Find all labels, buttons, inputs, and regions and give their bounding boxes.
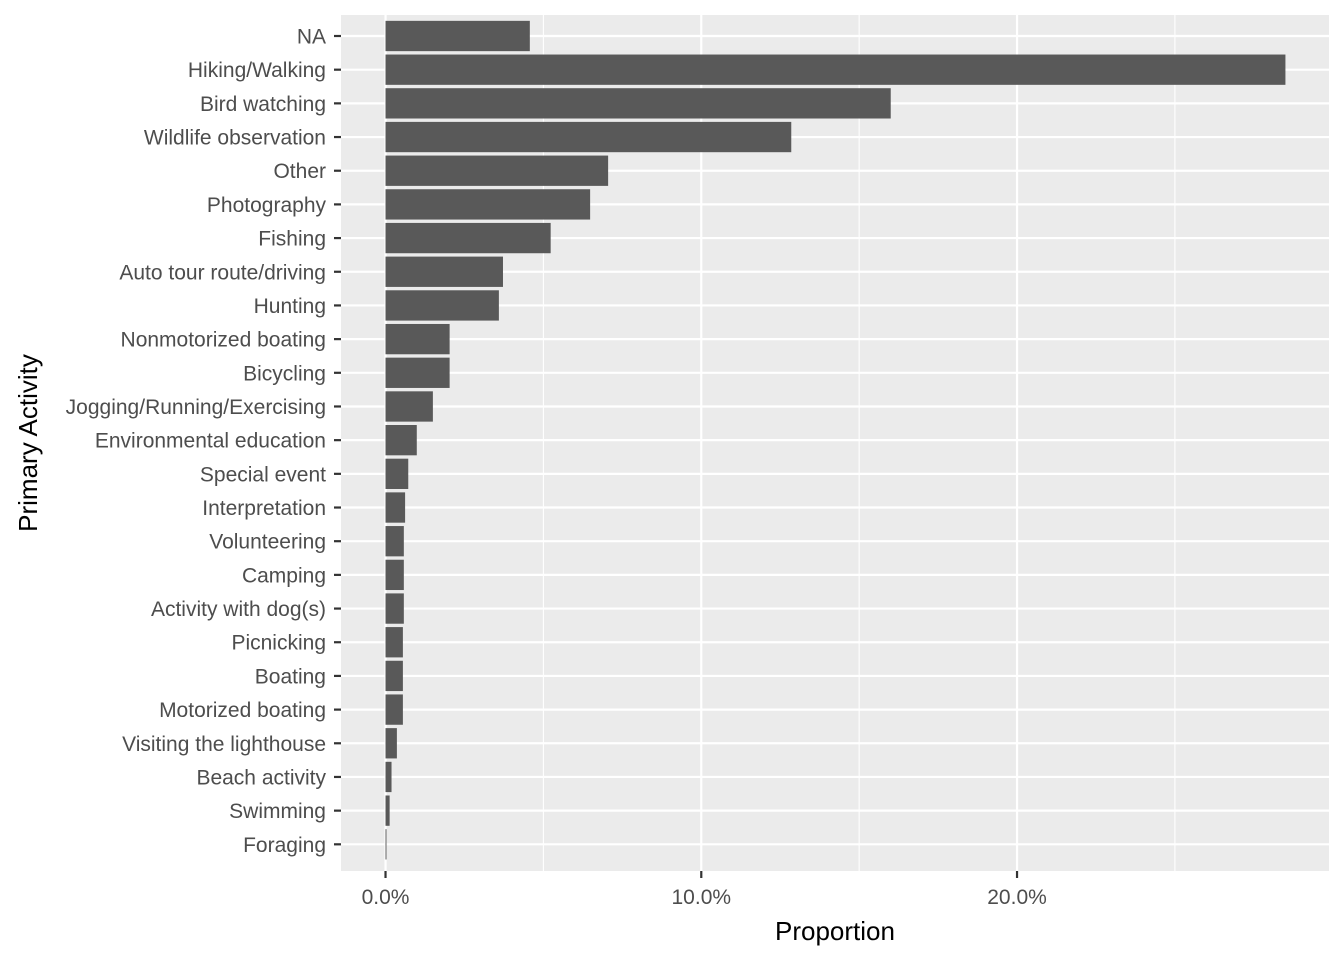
bar <box>385 795 390 826</box>
y-axis-title: Primary Activity <box>13 354 43 532</box>
x-tick-label: 0.0% <box>362 886 410 909</box>
bar <box>385 425 417 456</box>
bar <box>385 559 404 591</box>
bar <box>385 391 433 422</box>
y-tick-label: Bird watching <box>200 93 326 116</box>
y-tick-label: Hunting <box>254 295 326 318</box>
y-tick-label: Auto tour route/driving <box>119 261 326 284</box>
y-tick-label: NA <box>297 26 326 49</box>
y-tick-label: Wildlife observation <box>144 127 326 150</box>
y-tick-label: Interpretation <box>202 497 326 520</box>
y-tick-label: Visiting the lighthouse <box>122 733 326 756</box>
bar <box>385 189 591 220</box>
bar <box>385 492 406 523</box>
y-tick-label: Special event <box>200 463 326 486</box>
y-tick-label: Environmental education <box>95 430 326 453</box>
y-tick-label: Hiking/Walking <box>188 59 326 82</box>
y-tick-label: Boating <box>255 665 326 688</box>
y-tick-label: Bicycling <box>243 362 326 385</box>
bar <box>385 458 409 489</box>
y-tick-label: Foraging <box>243 834 326 857</box>
y-tick-label: Jogging/Running/Exercising <box>66 396 326 419</box>
y-tick-label: Other <box>273 160 326 183</box>
x-tick-label: 20.0% <box>987 886 1047 909</box>
bar <box>385 290 499 321</box>
bar <box>385 728 397 759</box>
bar <box>385 323 450 355</box>
y-tick-label: Activity with dog(s) <box>151 598 326 621</box>
bar <box>385 593 404 624</box>
y-tick-label: Swimming <box>229 800 326 823</box>
bar <box>385 54 1286 85</box>
y-tick-label: Motorized boating <box>159 699 326 722</box>
x-axis-title: Proportion <box>775 916 895 946</box>
bar <box>385 357 450 388</box>
bar <box>385 761 392 793</box>
bar <box>385 222 551 254</box>
bar <box>385 20 530 52</box>
bar <box>385 627 403 658</box>
y-tick-label: Picnicking <box>231 632 326 655</box>
y-tick-label: Photography <box>207 194 327 217</box>
bar <box>385 256 503 287</box>
bar <box>385 660 403 692</box>
bar <box>385 829 387 860</box>
y-tick-label: Beach activity <box>196 766 326 789</box>
bar <box>385 694 403 725</box>
y-axis: NA Hiking/Walking Bird watching Wildlife ob… <box>66 26 341 857</box>
bar <box>385 526 404 557</box>
y-tick-label: Volunteering <box>209 531 326 554</box>
y-tick-label: Nonmotorized boating <box>121 329 326 352</box>
bar <box>385 88 891 119</box>
y-tick-label: Fishing <box>258 228 326 251</box>
x-tick-label: 10.0% <box>672 886 732 909</box>
bar <box>385 121 792 153</box>
y-tick-label: Camping <box>242 564 326 587</box>
bar <box>385 155 609 186</box>
x-axis: 0.0% 10.0% 20.0% <box>362 871 1047 909</box>
bars <box>385 20 1286 860</box>
